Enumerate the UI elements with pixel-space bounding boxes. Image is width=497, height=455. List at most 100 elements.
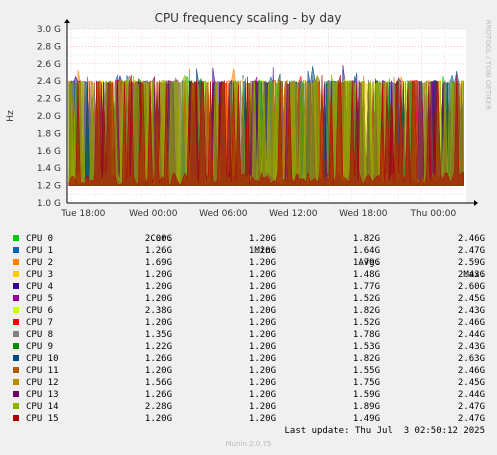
legend-avg-value: 1.75G — [352, 378, 380, 388]
legend-cur-value: 2.28G — [144, 402, 172, 412]
rrdtool-credit: RRDTOOL / TOBI OETIKER — [484, 20, 492, 110]
legend-cur-value: 1.20G — [144, 294, 172, 304]
legend-max-value: 2.46G — [457, 318, 485, 328]
legend-cur-value: 1.20G — [144, 270, 172, 280]
legend-swatch — [13, 259, 19, 265]
legend-row: CPU 7 1.20G 1.20G 1.52G 2.46G — [0, 317, 497, 329]
legend-series-name: CPU 15 — [26, 414, 59, 424]
legend-cur-value: 1.20G — [144, 366, 172, 376]
legend-cur-value: 1.35G — [144, 330, 172, 340]
legend-min-value: 1.20G — [248, 390, 276, 400]
y-tick-label: 2.8 G — [37, 42, 61, 52]
legend-max-value: 2.43G — [457, 270, 485, 280]
legend-min-value: 1.20G — [248, 282, 276, 292]
legend-avg-value: 1.52G — [352, 294, 380, 304]
legend-row: CPU 4 1.20G 1.20G 1.77G 2.60G — [0, 281, 497, 293]
cpu-frequency-chart: CPU frequency scaling - by day Hz RRDTOO… — [6, 11, 492, 219]
legend-cur-value: 1.26G — [144, 246, 172, 256]
legend-row: CPU 3 1.20G 1.20G 1.48G 2.43G — [0, 269, 497, 281]
legend-min-value: 1.20G — [248, 306, 276, 316]
legend-avg-value: 1.82G — [352, 306, 380, 316]
legend-row: CPU 1 1.26G 1.20G 1.64G 2.47G — [0, 245, 497, 257]
legend-swatch — [13, 355, 19, 361]
legend-min-value: 1.20G — [248, 246, 276, 256]
legend-swatch — [13, 271, 19, 277]
y-tick-label: 1.2 G — [37, 182, 61, 192]
legend-series-name: CPU 5 — [26, 294, 54, 304]
legend-swatch — [13, 319, 19, 325]
legend-avg-value: 1.59G — [352, 390, 380, 400]
x-tick-label: Wed 06:00 — [199, 209, 248, 219]
chart-title: CPU frequency scaling - by day — [155, 11, 342, 25]
y-tick-label: 1.6 G — [37, 147, 61, 157]
legend-cur-value: 1.26G — [144, 390, 172, 400]
legend-row: CPU 5 1.20G 1.20G 1.52G 2.45G — [0, 293, 497, 305]
legend-series-name: CPU 10 — [26, 354, 59, 364]
legend-row: CPU 6 2.38G 1.20G 1.82G 2.43G — [0, 305, 497, 317]
y-tick-label: 2.6 G — [37, 60, 61, 70]
x-axis-arrow — [474, 200, 478, 206]
x-tick-label: Thu 00:00 — [409, 209, 456, 219]
legend-max-value: 2.45G — [457, 294, 485, 304]
legend-swatch — [13, 379, 19, 385]
legend-cur-value: 2.00G — [144, 234, 172, 244]
x-tick-label: Wed 00:00 — [129, 209, 178, 219]
legend-max-value: 2.44G — [457, 330, 485, 340]
legend-series-name: CPU 4 — [26, 282, 54, 292]
legend-min-value: 1.20G — [248, 234, 276, 244]
legend-series-name: CPU 2 — [26, 258, 54, 268]
x-tick-label: Tue 18:00 — [60, 209, 105, 219]
legend-series-name: CPU 7 — [26, 318, 54, 328]
legend-swatch — [13, 283, 19, 289]
y-tick-label: 2.4 G — [37, 77, 61, 87]
legend-avg-value: 1.48G — [352, 270, 380, 280]
last-update-value: Thu Jul 3 02:50:12 2025 — [354, 426, 485, 436]
legend-avg-value: 1.82G — [352, 354, 380, 364]
legend-max-value: 2.63G — [457, 354, 485, 364]
legend-min-value: 1.20G — [248, 342, 276, 352]
legend-series-name: CPU 0 — [26, 234, 54, 244]
legend-avg-value: 1.49G — [352, 414, 380, 424]
x-tick-label: Wed 12:00 — [269, 209, 318, 219]
legend-max-value: 2.47G — [457, 402, 485, 412]
legend-row: CPU 11 1.20G 1.20G 1.55G 2.46G — [0, 365, 497, 377]
legend-series-name: CPU 13 — [26, 390, 59, 400]
y-tick-label: 1.4 G — [37, 164, 61, 174]
legend-series-name: CPU 1 — [26, 246, 54, 256]
y-tick-label: 2.0 G — [37, 112, 61, 122]
legend-min-value: 1.20G — [248, 378, 276, 388]
legend-cur-value: 2.38G — [144, 306, 172, 316]
legend-row: CPU 9 1.22G 1.20G 1.53G 2.43G — [0, 341, 497, 353]
legend-row: CPU 13 1.26G 1.20G 1.59G 2.44G — [0, 389, 497, 401]
legend-row: CPU 10 1.26G 1.20G 1.82G 2.63G — [0, 353, 497, 365]
legend-avg-value: 1.64G — [352, 246, 380, 256]
legend-swatch — [13, 391, 19, 397]
legend-swatch — [13, 235, 19, 241]
legend-avg-value: 1.77G — [352, 282, 380, 292]
legend-avg-value: 1.52G — [352, 318, 380, 328]
legend-cur-value: 1.69G — [144, 258, 172, 268]
col-max: Max: — [463, 270, 485, 280]
legend-max-value: 2.47G — [457, 246, 485, 256]
legend-series-name: CPU 14 — [26, 402, 59, 412]
legend-row: CPU 15 1.20G 1.20G 1.49G 2.47G — [0, 413, 497, 425]
legend-series-name: CPU 11 — [26, 366, 59, 376]
legend-max-value: 2.46G — [457, 234, 485, 244]
legend-min-value: 1.20G — [248, 318, 276, 328]
y-tick-label: 2.2 G — [37, 95, 61, 105]
legend-max-value: 2.44G — [457, 390, 485, 400]
legend-row: CPU 14 2.28G 1.20G 1.89G 2.47G — [0, 401, 497, 413]
legend-max-value: 2.47G — [457, 414, 485, 424]
legend-cur-value: 1.26G — [144, 354, 172, 364]
col-cur: Cur: — [150, 234, 172, 244]
legend-avg-value: 1.55G — [352, 366, 380, 376]
series-layer — [68, 65, 464, 187]
y-tick-label: 1.8 G — [37, 129, 61, 139]
legend-max-value: 2.43G — [457, 306, 485, 316]
legend-swatch — [13, 247, 19, 253]
y-axis-label: Hz — [6, 110, 16, 122]
legend-cur-value: 1.56G — [144, 378, 172, 388]
munin-version: Munin 2.0.75 — [225, 440, 272, 448]
legend-row: CPU 0 2.00G 1.20G 1.82G 2.46G — [0, 233, 497, 245]
legend-series-name: CPU 12 — [26, 378, 59, 388]
